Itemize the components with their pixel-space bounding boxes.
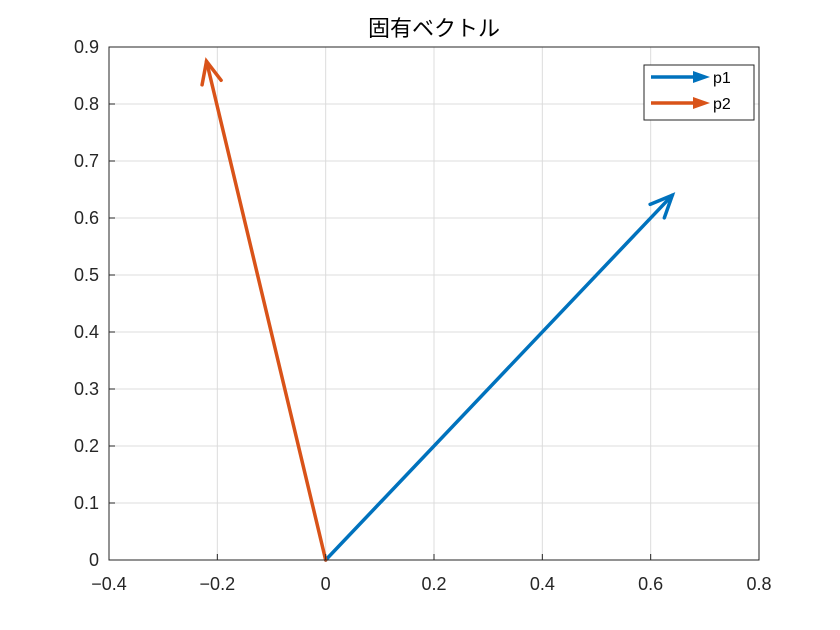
y-tick-label: 0.6 [74,208,99,228]
y-tick-label: 0 [89,550,99,570]
vector-shaft [204,59,328,562]
x-tick-label: 0 [321,574,331,594]
vector-p2 [200,57,328,562]
y-tick-label: 0.7 [74,151,99,171]
y-tick-label: 0.2 [74,436,99,456]
vector-head [200,57,223,87]
x-tick-label: 0.6 [638,574,663,594]
legend-label: p1 [713,70,731,87]
y-tick-label: 0.1 [74,493,99,513]
y-tick-label: 0.3 [74,379,99,399]
vector-p1 [323,192,676,562]
legend-item-p1: p1 [651,70,731,87]
chart-title: 固有ベクトル [368,17,500,42]
x-tick-label: 0.4 [530,574,555,594]
legend-item-p2: p2 [651,96,731,113]
vector-head [648,192,676,220]
x-tick-label: 0.2 [421,574,446,594]
legend-swatch-head [693,71,710,83]
y-tick-label: 0.9 [74,37,99,57]
y-tick-label: 0.4 [74,322,99,342]
y-tick-label: 0.5 [74,265,99,285]
legend-label: p2 [713,96,731,113]
x-tick-label: −0.2 [200,574,236,594]
x-tick-label: 0.8 [746,574,771,594]
legend-swatch-head [693,97,710,109]
legend: p1 p2 [643,64,755,121]
x-tick-label: −0.4 [91,574,127,594]
tick-labels: −0.4 −0.2 0 0.2 0.4 0.6 0.8 0 0.1 0.2 0.3 0.4 0.5 0.6… [74,37,772,594]
ticks [108,46,760,561]
vectors [200,57,676,562]
y-tick-label: 0.8 [74,94,99,114]
vector-shaft [323,193,675,562]
